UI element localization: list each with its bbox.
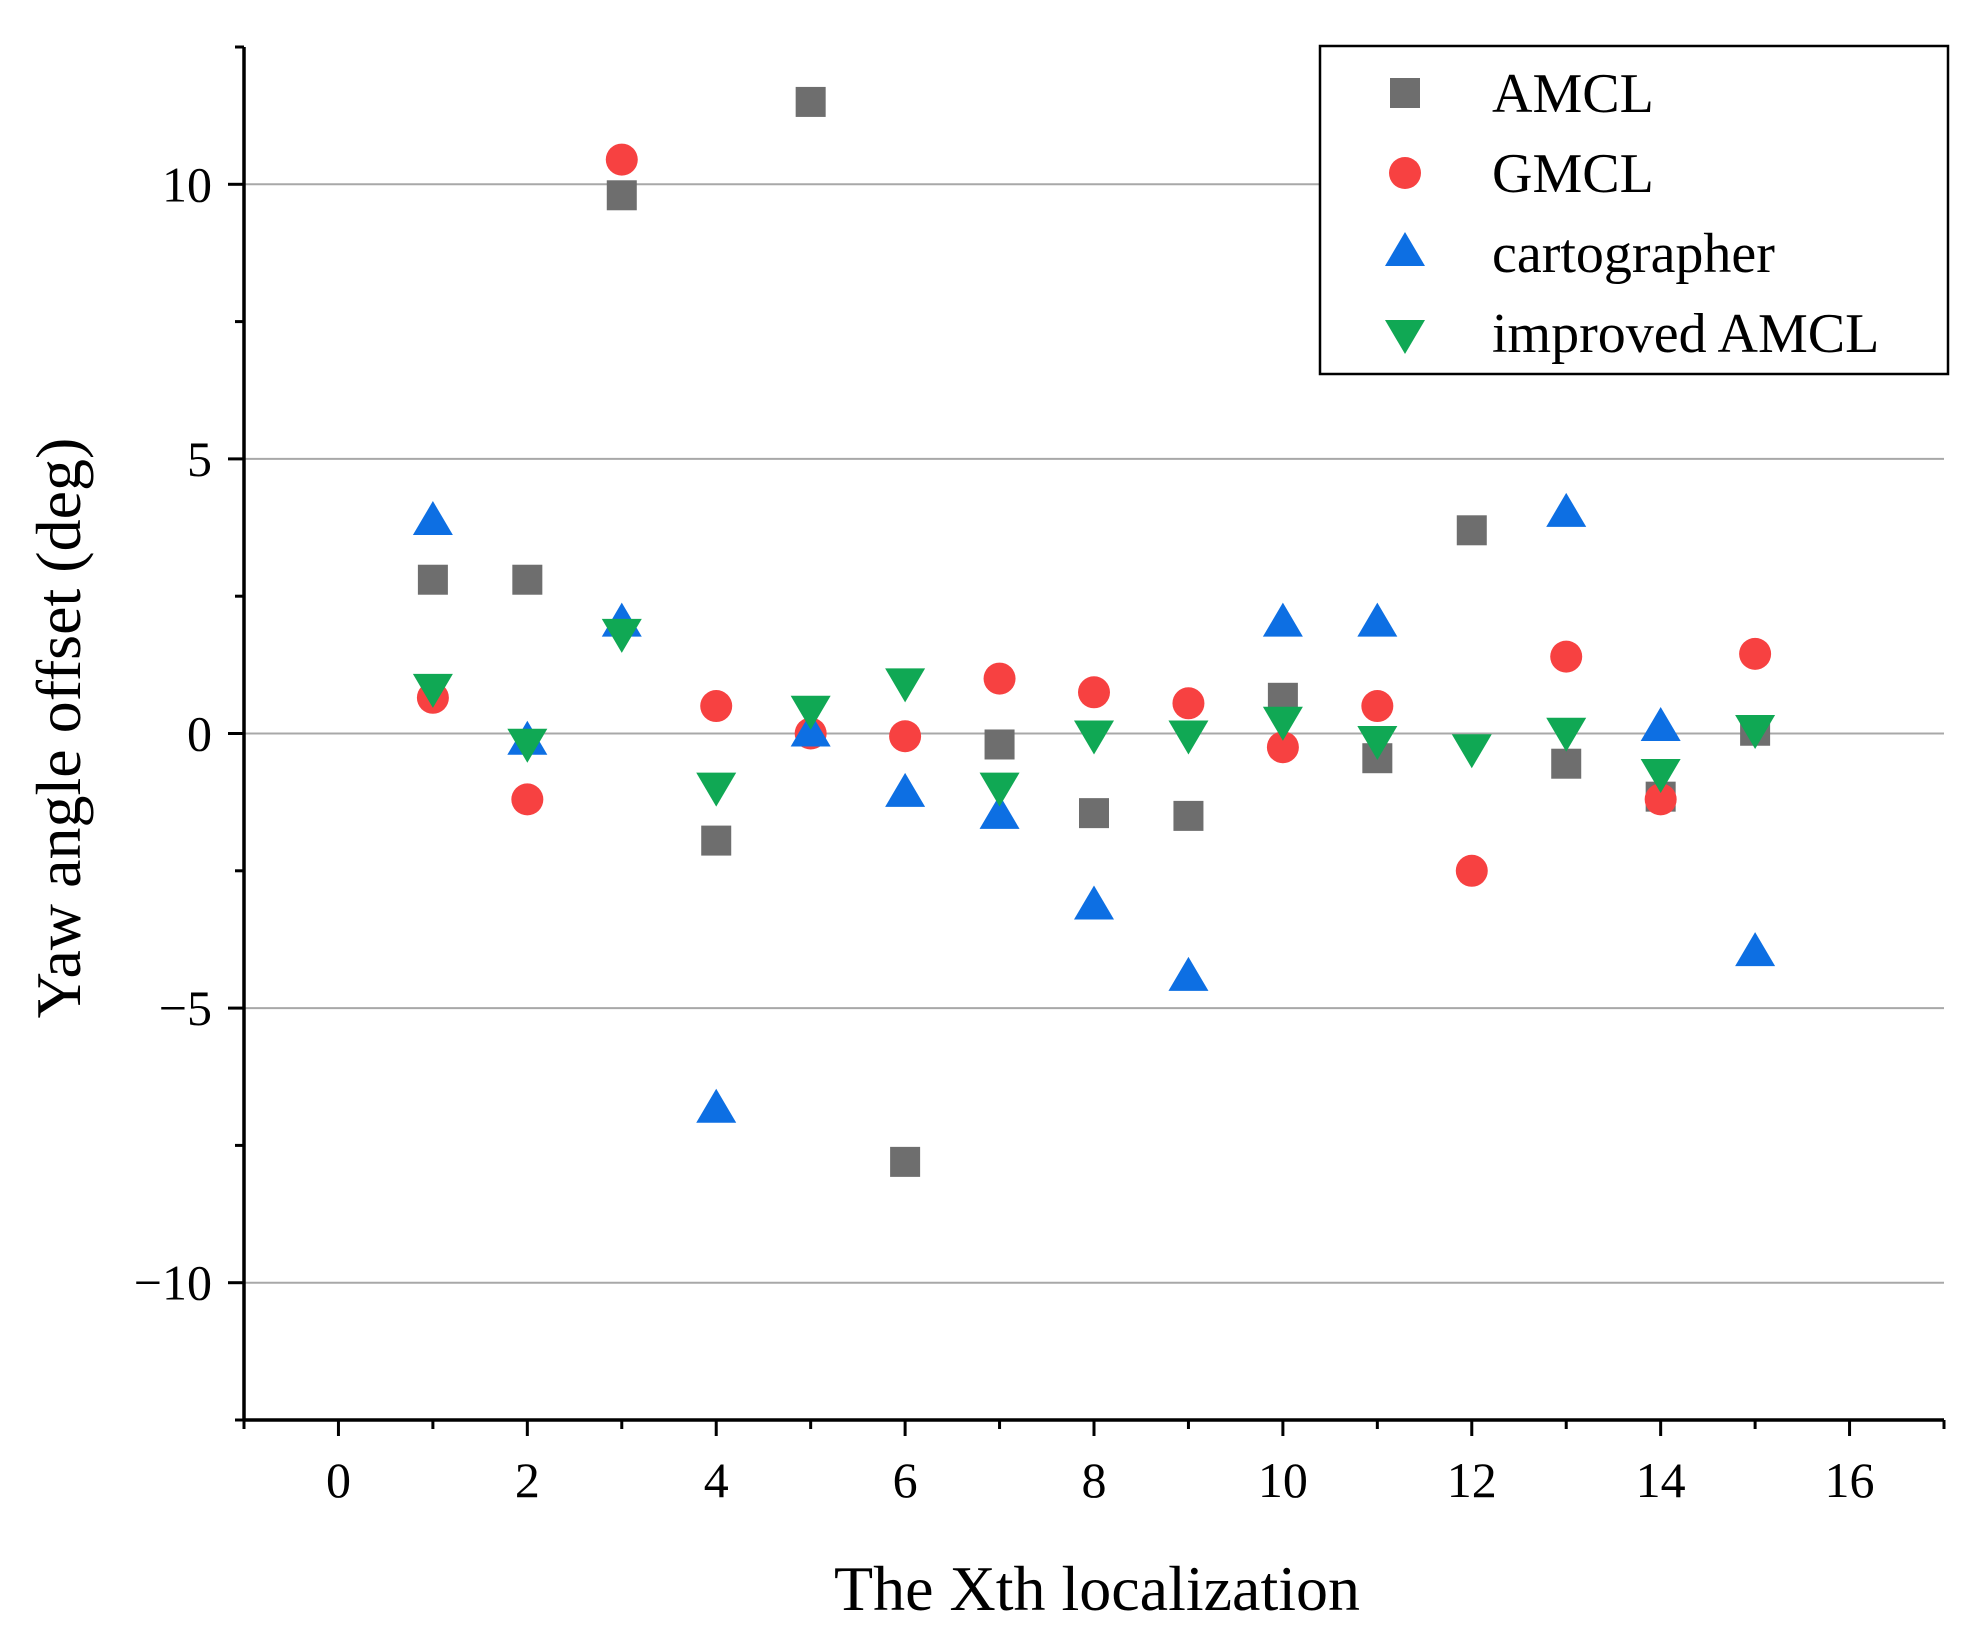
x-axis-label: The Xth localization (834, 1553, 1360, 1624)
data-point (1172, 687, 1205, 720)
data-point (1546, 717, 1587, 752)
data-point (979, 794, 1020, 829)
data-point (701, 825, 732, 856)
data-point (1640, 707, 1681, 742)
y-tick-label: 5 (187, 431, 212, 487)
x-tick-label: 16 (1825, 1452, 1875, 1508)
data-point (412, 501, 453, 536)
data-point (1640, 758, 1681, 793)
series-improved-amcl (412, 618, 1776, 807)
data-point (1357, 725, 1398, 760)
x-tick-label: 6 (893, 1452, 918, 1508)
x-tick-label: 10 (1258, 1452, 1308, 1508)
legend-label: GMCL (1492, 143, 1654, 205)
x-tick-label: 0 (326, 1452, 351, 1508)
data-point (889, 720, 922, 753)
data-point (417, 564, 448, 595)
data-point (1361, 690, 1394, 723)
data-point (1173, 800, 1204, 831)
data-point (1078, 676, 1110, 709)
data-point (1074, 720, 1114, 755)
y-tick-label: 10 (162, 156, 212, 212)
data-point (1546, 492, 1587, 527)
data-point (1168, 720, 1209, 755)
data-point (1739, 637, 1772, 670)
series-gmcl (416, 143, 1772, 887)
data-point (790, 695, 831, 730)
y-tick-label: 0 (187, 706, 212, 762)
y-tick-label: −5 (159, 980, 212, 1036)
legend-label: AMCL (1492, 63, 1654, 125)
data-point (606, 180, 637, 211)
data-point (1456, 515, 1487, 546)
ticks: 0 2 4 6 8 10 12 14 16 −10 −5 0 5 10 (134, 45, 1946, 1508)
legend-label: cartographer (1492, 223, 1775, 285)
data-point (890, 1146, 921, 1177)
data-point (1262, 706, 1303, 741)
data-point (700, 690, 733, 723)
x-tick-label: 12 (1447, 1452, 1497, 1508)
data-point (1079, 798, 1109, 829)
data-point (1266, 731, 1299, 764)
data-point (1551, 748, 1582, 779)
data-point (1735, 715, 1776, 750)
legend-marker (1385, 320, 1425, 354)
data-point (696, 1088, 737, 1123)
data-point (983, 662, 1016, 695)
data-point (412, 673, 453, 708)
data-series (412, 86, 1776, 1177)
data-point (885, 668, 926, 703)
data-point (984, 729, 1015, 760)
data-point (979, 772, 1020, 807)
data-point (1550, 640, 1583, 673)
data-point (1262, 602, 1303, 637)
y-tick-label: −10 (134, 1255, 212, 1311)
legend-marker (1385, 232, 1425, 266)
legend: AMCL GMCL cartographer improved AMCL (1318, 44, 1950, 376)
x-tick-label: 8 (1082, 1452, 1107, 1508)
data-point (1644, 783, 1677, 816)
data-point (1451, 734, 1492, 769)
legend-box (1318, 44, 1950, 376)
data-point (1168, 956, 1209, 991)
legend-marker (1390, 78, 1420, 108)
data-point (507, 728, 548, 763)
data-point (1074, 885, 1114, 920)
data-point (885, 772, 926, 807)
data-point (1455, 854, 1488, 887)
data-point (795, 86, 826, 117)
data-point (1735, 932, 1776, 967)
x-tick-label: 14 (1636, 1452, 1686, 1508)
legend-marker (1389, 157, 1421, 189)
y-axis-label: Yaw angle offset (deg) (23, 438, 94, 1019)
x-tick-label: 4 (704, 1452, 729, 1508)
x-tick-label: 2 (515, 1452, 540, 1508)
data-point (1357, 602, 1398, 637)
legend-label: improved AMCL (1492, 303, 1879, 365)
data-point (511, 783, 544, 816)
data-point (605, 143, 638, 176)
data-point (512, 564, 543, 595)
data-point (601, 618, 642, 653)
data-point (696, 772, 737, 807)
